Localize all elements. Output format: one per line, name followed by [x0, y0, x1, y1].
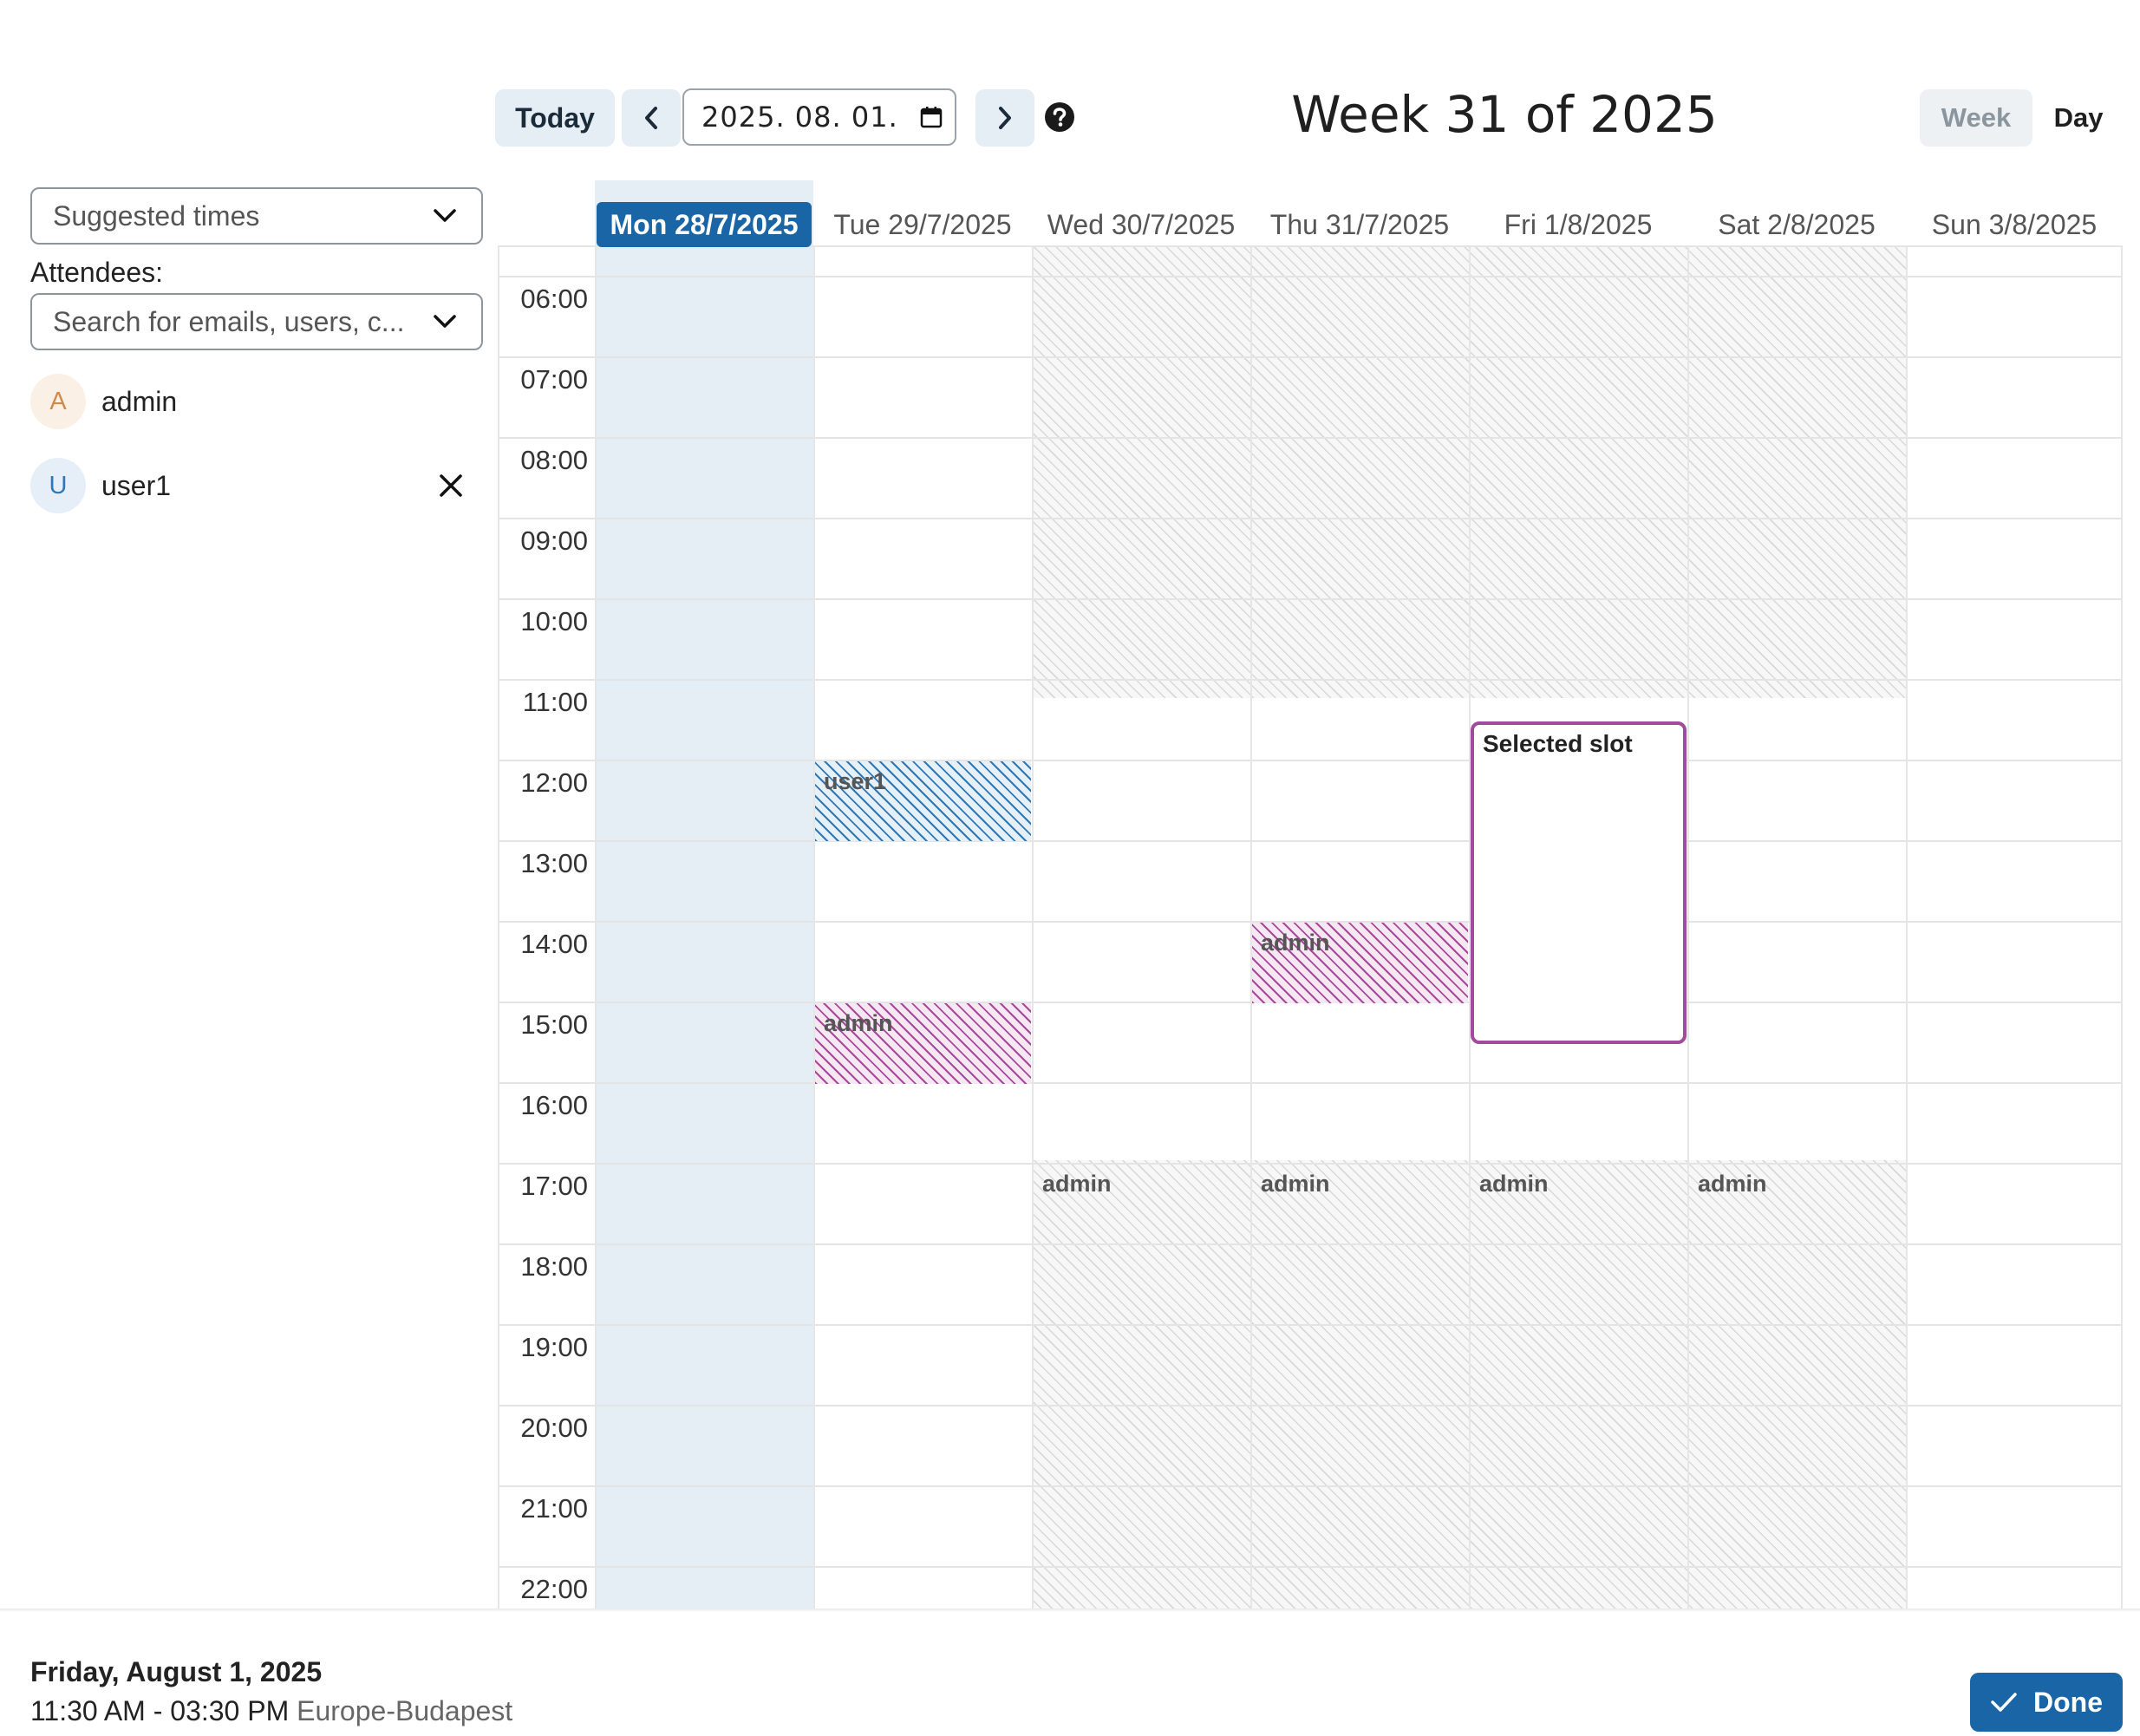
time-label: 21:00 [520, 1493, 588, 1524]
busy-event-admin[interactable]: admin [815, 1003, 1031, 1084]
calendar-icon[interactable] [920, 106, 943, 128]
view-day-button[interactable]: Day [2053, 102, 2104, 133]
time-label: 13:00 [520, 848, 588, 878]
time-label: 15:00 [520, 1009, 588, 1040]
time-label: 06:00 [520, 284, 588, 314]
time-label: 08:00 [520, 445, 588, 475]
chevron-right-icon [999, 107, 1011, 129]
footer-divider [0, 1609, 2140, 1612]
next-week-button[interactable] [975, 89, 1034, 147]
day-header-tue[interactable]: Tue 29/7/2025 [833, 208, 1012, 240]
time-label: 12:00 [520, 767, 588, 798]
time-label: 20:00 [520, 1413, 588, 1443]
timezone: Europe-Budapest [297, 1695, 513, 1726]
busy-event-admin[interactable]: admin [1261, 1171, 1330, 1197]
day-header-sat[interactable]: Sat 2/8/2025 [1718, 208, 1876, 240]
date-value: 2025. 08. 01. [701, 101, 898, 134]
time-label: 14:00 [520, 929, 588, 959]
attendee-search-select[interactable]: Search for emails, users, c... [30, 293, 483, 350]
attendees-label: Attendees: [30, 257, 163, 288]
avatar: U [30, 458, 86, 513]
time-label: 16:00 [520, 1090, 588, 1120]
attendee-user1: U user1 [30, 458, 171, 513]
selected-time: 11:30 AM - 03:30 PM Europe-Budapest [30, 1695, 512, 1727]
chevron-left-icon [645, 107, 657, 129]
time-label: 18:00 [520, 1251, 588, 1282]
week-title: Week 31 of 2025 [1291, 85, 1718, 144]
time-range: 11:30 AM - 03:30 PM [30, 1695, 290, 1726]
busy-event-user1[interactable]: user1 [815, 761, 1031, 841]
busy-event-admin[interactable]: admin [1479, 1171, 1549, 1197]
date-input[interactable]: 2025. 08. 01. [682, 88, 956, 146]
done-label: Done [2033, 1686, 2103, 1718]
busy-event-admin[interactable]: admin [1042, 1171, 1112, 1197]
time-label: 07:00 [520, 364, 588, 395]
today-column [595, 180, 813, 1609]
time-label: 22:00 [520, 1574, 588, 1604]
view-week-button[interactable]: Week [1920, 89, 2032, 147]
day-header-sun[interactable]: Sun 3/8/2025 [1931, 208, 2098, 240]
selected-slot[interactable]: Selected slot [1471, 721, 1687, 1044]
day-header-wed[interactable]: Wed 30/7/2025 [1047, 208, 1236, 240]
close-icon[interactable] [438, 473, 464, 499]
day-header-thu[interactable]: Thu 31/7/2025 [1269, 208, 1450, 240]
done-button[interactable]: Done [1970, 1673, 2123, 1732]
chevron-down-icon [434, 315, 456, 328]
busy-event-admin[interactable]: admin [1252, 923, 1468, 1003]
previous-week-button[interactable] [622, 89, 681, 147]
time-label: 19:00 [520, 1332, 588, 1362]
suggested-times-label: Suggested times [53, 199, 260, 232]
attendee-name: admin [101, 385, 178, 417]
time-label: 17:00 [520, 1171, 588, 1201]
avatar: A [30, 374, 86, 429]
time-label: 09:00 [520, 525, 588, 556]
attendee-admin: A admin [30, 374, 177, 429]
suggested-times-select[interactable]: Suggested times [30, 187, 483, 245]
check-icon [1991, 1693, 2017, 1712]
attendee-search-placeholder: Search for emails, users, c... [53, 305, 405, 337]
busy-event-admin[interactable]: admin [1698, 1171, 1767, 1197]
day-header-mon[interactable]: Mon 28/7/2025 [597, 202, 812, 247]
time-label: 10:00 [520, 606, 588, 636]
today-button[interactable]: Today [495, 89, 615, 147]
attendee-name: user1 [101, 469, 172, 501]
time-label: 11:00 [522, 687, 588, 717]
chevron-down-icon [434, 209, 456, 222]
selected-date: Friday, August 1, 2025 [30, 1656, 323, 1687]
week-calendar-grid[interactable]: Mon 28/7/2025 Tue 29/7/2025 Wed 30/7/202… [498, 180, 2123, 1609]
help-icon[interactable] [1044, 101, 1075, 133]
day-header-fri[interactable]: Fri 1/8/2025 [1504, 208, 1653, 240]
